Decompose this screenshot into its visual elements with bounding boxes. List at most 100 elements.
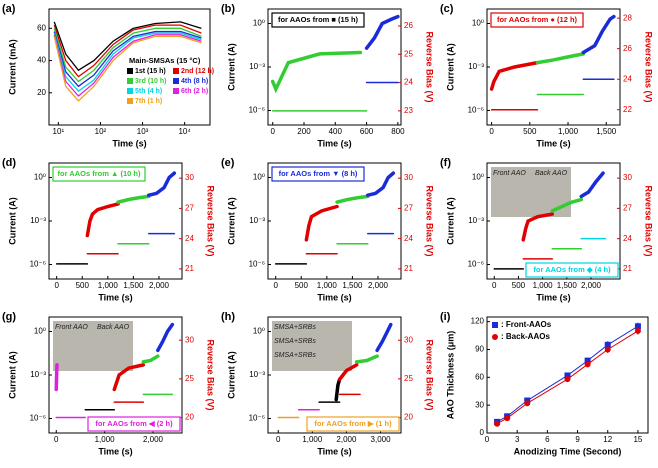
current-line: [521, 212, 555, 242]
y2-tick-label: 24: [185, 234, 194, 243]
legend-marker: [127, 98, 133, 104]
y-tick-label: 60: [37, 23, 46, 32]
y-axis-label: Current (A): [445, 43, 455, 91]
y2-tick-label: 24: [623, 74, 632, 83]
y-axis-label: Current (A): [226, 197, 236, 245]
annotation: for AAOs from ◀ (2 h): [95, 419, 173, 428]
x-tick-label: 12: [603, 435, 612, 444]
x-axis-label: Time (s): [317, 446, 351, 456]
annotation: for AAOs from ◆ (4 h): [533, 265, 611, 274]
y-tick-label: 40: [37, 56, 46, 65]
point: [604, 341, 611, 348]
y2-axis-label: Reverse Bias (V): [425, 339, 435, 410]
y-tick-label: 10⁰: [253, 327, 265, 336]
y2-tick-label: 24: [404, 234, 413, 243]
y-tick-label: 90: [475, 345, 484, 354]
panel-label: (g): [2, 311, 16, 323]
current-line: [85, 202, 120, 238]
series-line: [53, 21, 202, 72]
current-line: [375, 322, 393, 353]
y2-tick-label: 27: [404, 204, 413, 213]
panel-label: (c): [440, 3, 454, 15]
point: [634, 323, 641, 330]
y2-tick-label: 24: [623, 234, 632, 243]
legend-marker: [127, 68, 133, 74]
current-line: [270, 50, 363, 94]
x-tick-label: 0: [485, 435, 490, 444]
x-tick-label: 6: [545, 435, 550, 444]
legend-marker: [492, 334, 498, 340]
y-tick-label: 10⁰: [253, 19, 265, 28]
y2-tick-label: 30: [623, 173, 632, 182]
annotation: for AAOs from ■ (15 h): [278, 15, 359, 24]
legend-label: 1st (15 h): [135, 68, 166, 75]
y2-tick-label: 30: [185, 335, 194, 344]
current-line: [535, 52, 586, 65]
y2-tick-label: 25: [404, 49, 413, 58]
y-tick-label: 10⁰: [472, 19, 484, 28]
x-tick-label: 0: [54, 281, 59, 290]
y-tick-label: 60: [475, 372, 484, 381]
annotation-box: [306, 416, 400, 432]
x-tick-label: 500: [512, 281, 526, 290]
y-tick-label: 10⁻⁶: [468, 260, 484, 269]
x-tick-label: 1,500: [342, 281, 363, 290]
y-tick-label: 10⁻⁶: [30, 414, 46, 423]
annotation: for AAOs from ▶ (1 h): [314, 419, 392, 428]
y-axis-label: Current (A): [445, 197, 455, 245]
y-tick-label: 0: [480, 428, 485, 437]
current-line: [354, 354, 379, 364]
current-line: [141, 354, 160, 364]
y2-tick-label: 27: [623, 204, 632, 213]
y2-axis-label: Reverse Bias (V): [425, 185, 435, 256]
y-tick-label: 10⁻⁶: [30, 260, 46, 269]
x-tick-label: 1,000: [558, 127, 579, 136]
x-tick-label: 1,500: [596, 127, 617, 136]
legend-marker: [173, 78, 179, 84]
y-tick-label: 10⁻⁶: [249, 106, 265, 115]
point: [504, 415, 511, 422]
y2-tick-label: 20: [404, 413, 413, 422]
x-tick-label: 500: [295, 281, 309, 290]
x-tick-label: 600: [360, 127, 374, 136]
y-tick-label: 10⁰: [34, 173, 46, 182]
y2-axis-label: Reverse Bias (V): [644, 185, 654, 256]
x-axis-label: Time (s): [317, 138, 351, 148]
y-tick-label: 10⁻³: [249, 216, 265, 225]
x-tick-label: 10³: [137, 127, 149, 136]
y-axis-label: Current (A): [226, 351, 236, 399]
point: [634, 327, 641, 334]
legend-marker: [173, 68, 179, 74]
x-tick-label: 400: [329, 127, 343, 136]
x-axis-label: Anodizing Time (Second): [514, 446, 622, 456]
y-tick-label: 20: [37, 88, 46, 97]
panel-label: (d): [2, 157, 16, 169]
y2-tick-label: 21: [623, 264, 632, 273]
x-tick-label: 2,000: [581, 281, 602, 290]
y-tick-label: 10⁻³: [468, 62, 484, 71]
legend-label: 3rd (10 h): [135, 78, 167, 85]
x-tick-label: 3,000: [371, 435, 392, 444]
plot-frame: [48, 8, 211, 126]
annotation-box: [525, 262, 619, 278]
y2-tick-label: 24: [404, 78, 413, 87]
current-line: [579, 171, 605, 199]
y-tick-label: 10⁰: [253, 173, 265, 182]
current-line: [304, 204, 339, 242]
y-tick-label: 10⁻³: [30, 216, 46, 225]
annotation-box: [271, 166, 365, 182]
point: [494, 420, 501, 427]
annotation-box: [87, 416, 181, 432]
y2-tick-label: 26: [623, 44, 632, 53]
legend-label: : Back-AAOs: [501, 332, 550, 341]
current-line: [337, 363, 359, 382]
x-tick-label: 2,000: [336, 435, 357, 444]
y2-axis-label: Reverse Bias (V): [206, 339, 216, 410]
panel-label: (b): [221, 3, 235, 15]
panel-label: (h): [221, 311, 235, 323]
current-line: [366, 171, 396, 197]
y-axis-label: Current (mA): [7, 39, 17, 95]
y-tick-label: 10⁻³: [249, 370, 265, 379]
current-line: [335, 194, 370, 204]
